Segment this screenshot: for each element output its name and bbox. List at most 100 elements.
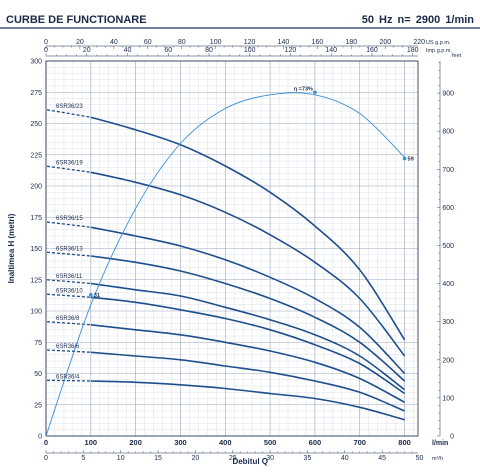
imp-gpm-tick-label: 0 [44,47,48,54]
imp-gpm-tick-label: 80 [205,47,213,54]
chart-header: CURBE DE FUNCTIONARE 50 Hz n= 2900 1/min [0,0,480,29]
y-tick-label: 25 [34,402,42,409]
x-unit-m3h: m³/h [432,456,443,462]
bottom-axis-m3h: 0 5 10 15 20 25 30 35 40 45 50 [44,450,423,462]
us-gpm-tick-label: 160 [312,39,324,46]
curve-dashed-start [46,109,91,118]
y-tick-label: 125 [30,277,42,284]
pump-curve [90,380,405,421]
m3h-tick-label: 15 [154,455,162,462]
imp-gpm-tick-label: 100 [244,47,256,54]
y-tick-label: 75 [34,340,42,347]
x-tick-label: 0 [44,438,48,447]
feet-tick-label: 500 [442,243,454,250]
efficiency-marker [313,90,317,95]
y-tick-label: 200 [30,184,42,191]
x-tick-label: 400 [219,438,232,447]
curve-dashed-start [46,279,91,285]
m3h-tick-label: 20 [191,455,199,462]
axis-labels: Inaltimea H (metri) Debitul Q l/min m³/h… [7,40,462,466]
y-tick-label: 150 [30,246,42,253]
chart-title: CURBE DE FUNCTIONARE [6,14,147,26]
feet-tick-label: 300 [442,319,454,326]
curve-dashed-start [46,293,91,298]
m3h-tick-label: 10 [117,455,125,462]
efficiency-label: 31 [94,293,100,299]
y-tick-label: 250 [30,121,42,128]
y-tick-label: 175 [30,215,42,222]
us-gpm-tick-label: 180 [346,39,358,46]
curve-label: 6SR36/15 [56,216,83,222]
imp-gpm-tick-label: 160 [366,47,378,54]
left-axis-metres: 0 25 50 75 100 125 150 175 200 225 250 275 300 [30,59,42,441]
curve-label: 6SR36/8 [56,316,80,322]
pump-curve [90,171,406,357]
feet-tick-label: 900 [442,91,454,98]
efficiency-curve: 31 η =73% 59 [45,86,414,437]
m3h-tick-label: 45 [378,455,386,462]
curve-label: 6SR36/23 [56,104,83,110]
x-tick-label: 100 [85,438,98,447]
pump-curve [90,282,406,391]
m3h-tick-label: 25 [229,455,237,462]
y-tick-label: 225 [30,152,42,159]
curve-label: 6SR36/10 [56,288,83,294]
x-axis-title: Debitul Q [232,457,268,466]
us-gpm-tick-label: 100 [210,39,222,46]
pump-curve [90,255,406,382]
us-gpm-tick-label: 200 [379,39,391,46]
feet-tick-label: 800 [442,129,454,136]
x-tick-label: 800 [398,438,411,447]
x-unit-lmin: l/min [432,440,448,447]
us-gpm-tick-label: 60 [144,39,152,46]
curve-dashed-start [46,379,91,382]
imp-gpm-tick-label: 140 [325,47,337,54]
header-rule [0,27,480,29]
pump-curve [90,324,405,404]
x-tick-label: 200 [129,438,142,447]
feet-tick-label: 400 [442,281,454,288]
imp-gpm-tick-label: 60 [164,47,172,54]
pump-curve [90,351,405,412]
imp-gpm-tick-label: 40 [124,47,132,54]
right-axis-feet: 0 100 200 300 400 500 600 700 800 900 [437,61,454,441]
y-axis-title: Inaltimea H (metri) [7,213,16,283]
us-gpm-tick-label: 20 [76,39,84,46]
m3h-tick-label: 40 [341,455,349,462]
feet-tick-label: 700 [442,167,454,174]
imp-gpm-tick-label: 180 [407,47,419,54]
feet-tick-label: 200 [442,357,454,364]
m3h-tick-label: 30 [266,455,274,462]
y-tick-label: 300 [30,59,42,66]
us-gpm-tick-label: 140 [278,39,290,46]
efficiency-label: 59 [408,157,414,163]
feet-tick-label: 0 [450,434,454,441]
y-tick-label: 100 [30,309,42,316]
pump-curves: 6SR36/23 6SR36/19 6SR36/15 6SR36/13 6SR36/11… [46,104,406,421]
feet-tick-label: 100 [442,395,454,402]
efficiency-marker [402,156,407,161]
pump-curve [90,226,406,375]
curve-label: 6SR36/13 [56,246,83,252]
curve-label: 6SR36/11 [56,274,83,280]
curve-label: 6SR36/6 [56,344,80,350]
m3h-tick-label: 50 [416,455,424,462]
x-tick-label: 500 [264,438,277,447]
efficiency-line [45,92,405,437]
pump-curve [90,116,406,341]
y-tick-label: 275 [30,90,42,97]
imp-gpm-tick-label: 120 [285,47,297,54]
pump-curve [90,296,406,395]
us-gpm-tick-label: 220 [413,39,425,46]
bottom-axis-lmin: 0 100 200 300 400 500 600 700 800 [44,438,411,447]
curve-dashed-start [46,251,91,257]
imp-gpm-tick-label: 20 [83,47,91,54]
x-tick-label: 700 [353,438,366,447]
x-tick-label: 300 [174,438,187,447]
x-unit-imp-gpm: Imp g.p.m. [426,48,452,54]
y-tick-label: 0 [38,434,42,441]
efficiency-label: η =73% [294,86,313,92]
plot-frame [45,60,419,437]
m3h-tick-label: 5 [81,455,85,462]
